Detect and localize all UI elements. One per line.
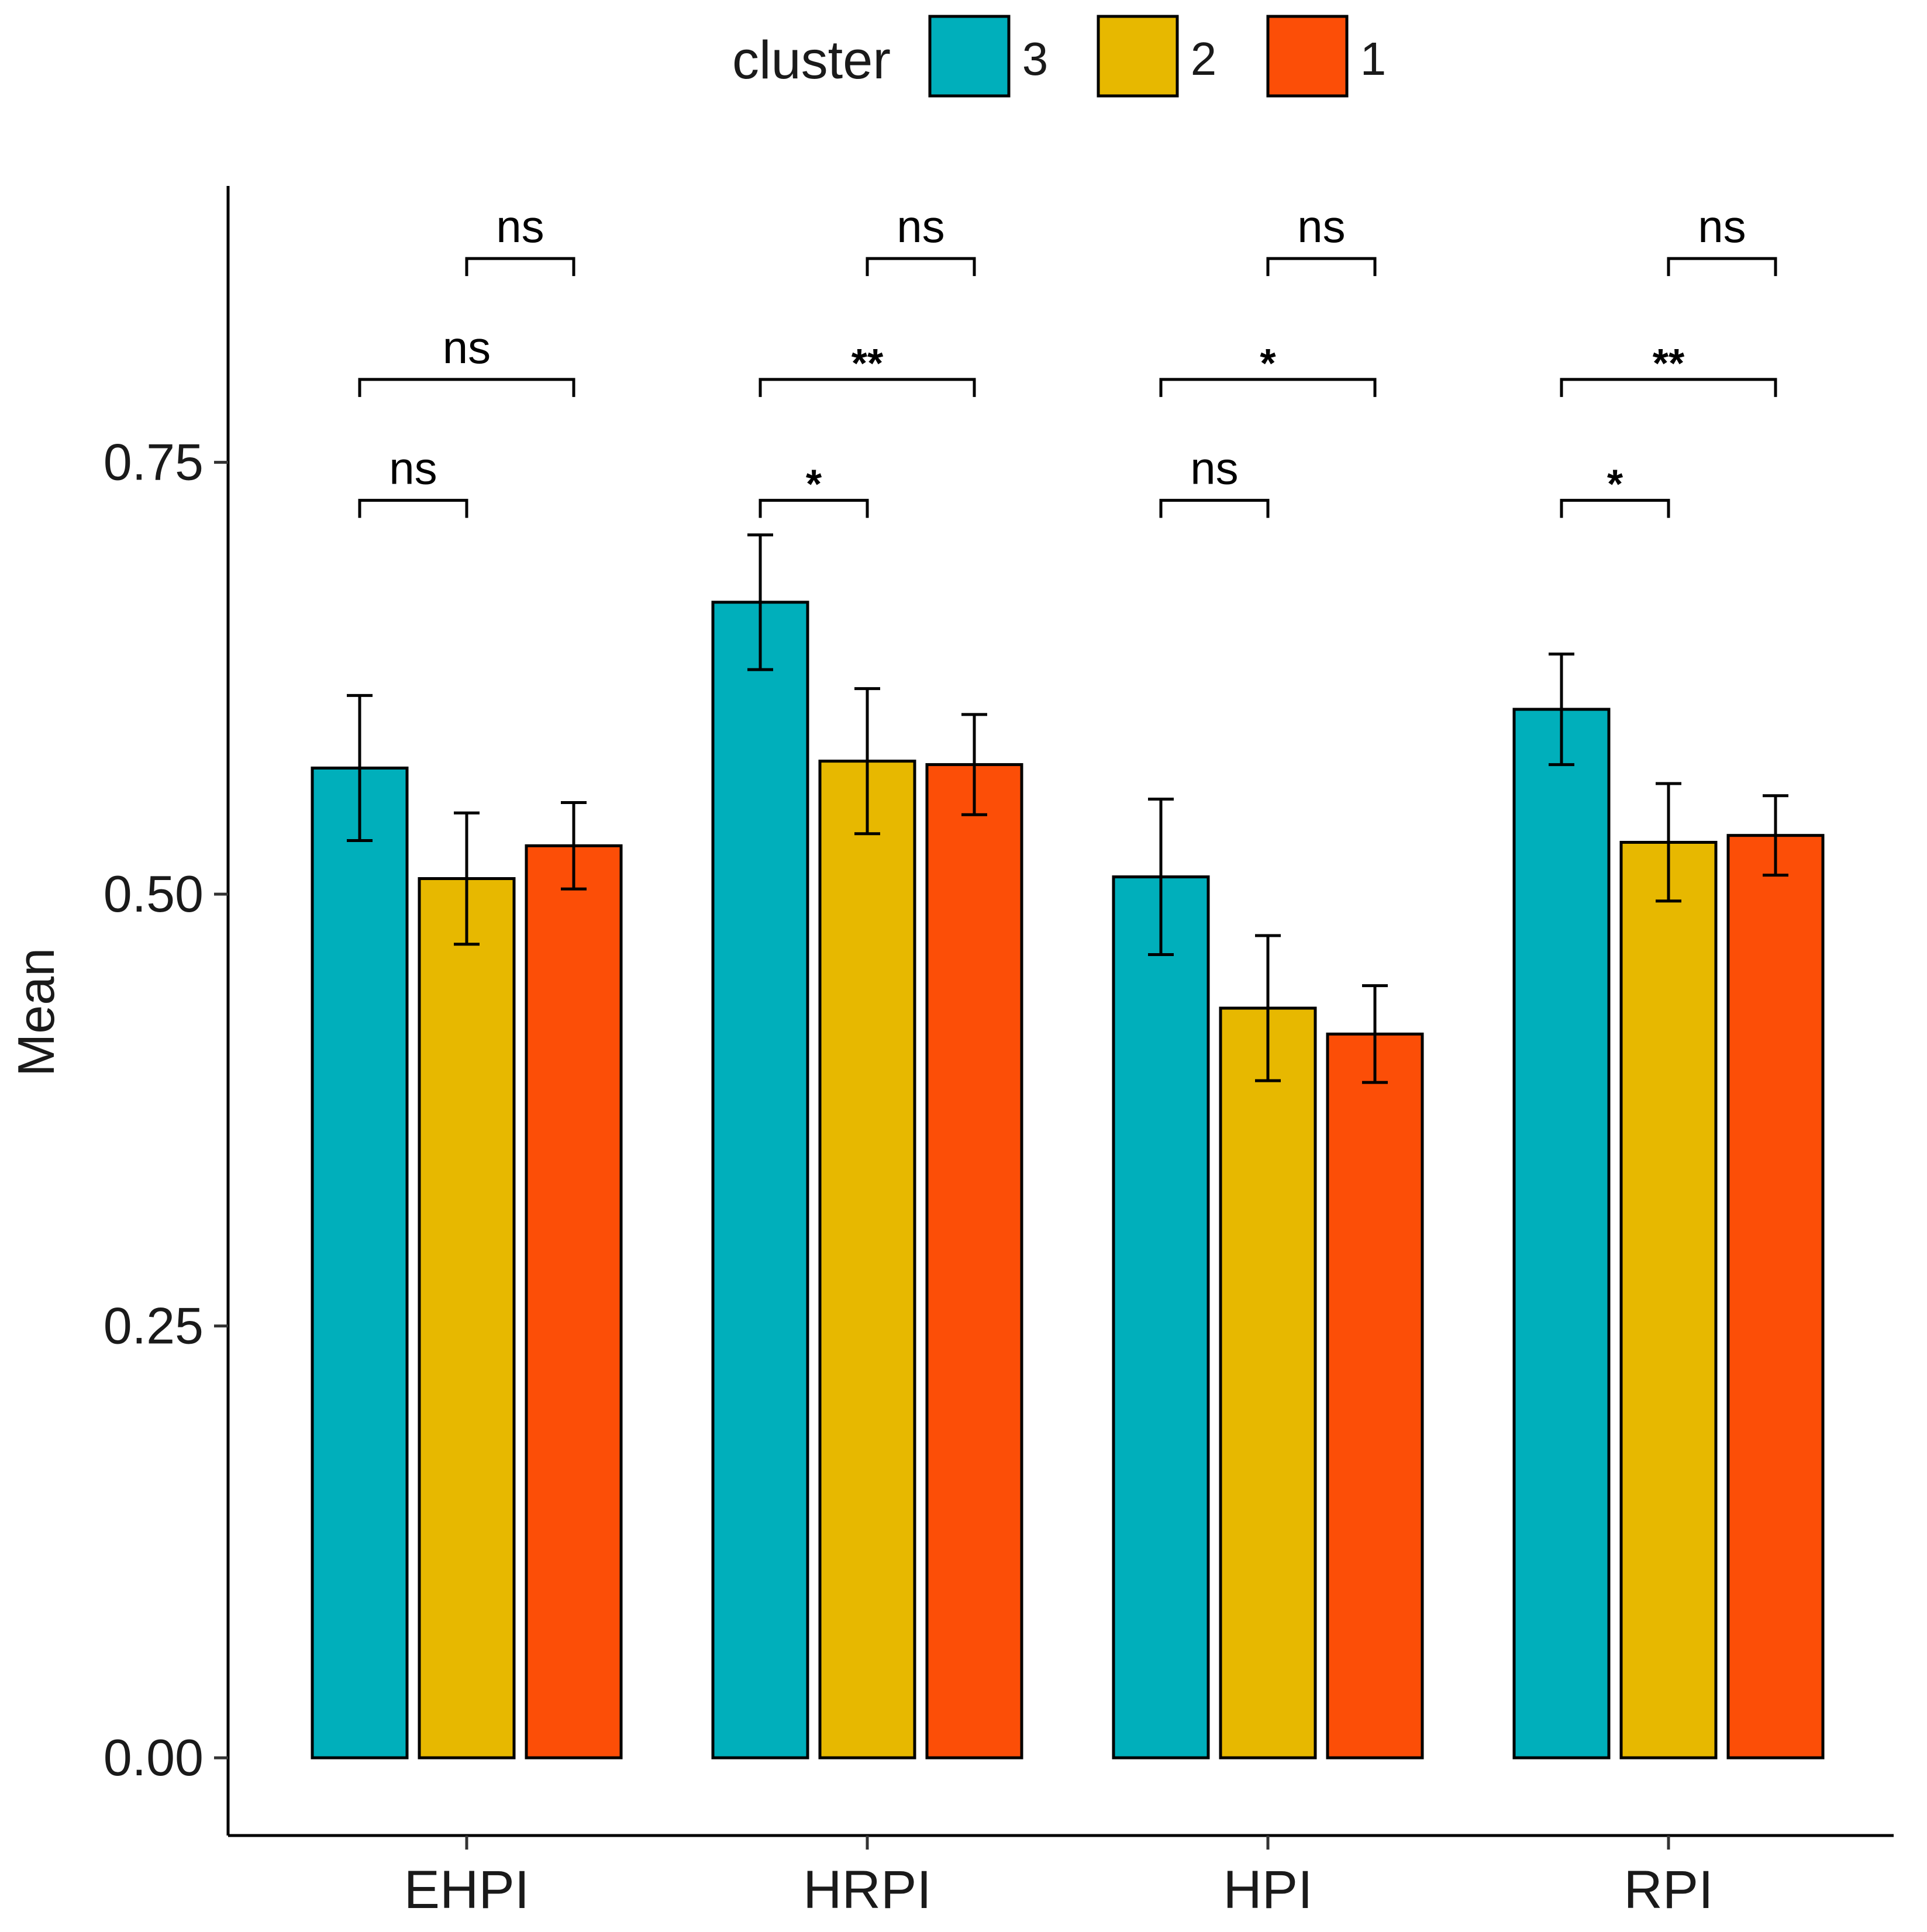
bar-hpi-cluster-2 — [1219, 1006, 1317, 1760]
y-tick-label: 0.75 — [104, 433, 204, 491]
bar-ehpi-cluster-2 — [418, 877, 516, 1760]
significance-label: ns — [1297, 201, 1345, 252]
significance-bracket: ns — [358, 443, 468, 518]
bracket-line — [866, 257, 976, 277]
bracket-line — [1159, 378, 1377, 397]
significance-bracket: ns — [866, 201, 976, 277]
legend-key — [928, 15, 1011, 98]
bracket-line — [1560, 378, 1777, 397]
bar-hrpi-cluster-1 — [925, 763, 1023, 1760]
bracket-line — [465, 257, 575, 277]
error-bar-hpi-cluster-3 — [1148, 798, 1174, 956]
significance-bracket: ns — [1159, 443, 1270, 518]
error-bar-hrpi-cluster-3 — [747, 533, 773, 671]
legend-item-cluster-3: 3 — [928, 15, 1049, 98]
bracket-line — [1560, 499, 1670, 518]
significance-bracket: ** — [759, 340, 976, 397]
significance-bracket: * — [1560, 461, 1670, 518]
bar-rpi-cluster-3 — [1512, 708, 1611, 1760]
significance-bracket: ns — [1667, 201, 1777, 277]
x-tick-label: RPI — [1623, 1860, 1713, 1920]
bracket-line — [358, 499, 468, 518]
bracket-line — [1159, 499, 1270, 518]
bar-ehpi-cluster-3 — [311, 766, 409, 1760]
bracket-line — [1266, 257, 1377, 277]
legend-label: 1 — [1360, 33, 1387, 85]
significance-label: ns — [496, 201, 544, 252]
bar-ehpi-cluster-1 — [525, 844, 623, 1760]
significance-bracket: ns — [358, 322, 575, 397]
error-bar-hrpi-cluster-1 — [961, 713, 987, 816]
bar-rpi-cluster-1 — [1726, 834, 1825, 1760]
error-bar-ehpi-cluster-1 — [561, 801, 587, 891]
y-tick-label: 0.00 — [104, 1729, 204, 1786]
error-bar-ehpi-cluster-2 — [454, 811, 480, 946]
error-bar-rpi-cluster-2 — [1656, 782, 1681, 903]
legend-item-cluster-1: 1 — [1266, 15, 1387, 98]
bar-hrpi-cluster-3 — [711, 601, 809, 1760]
x-tick-label: EHPI — [404, 1860, 530, 1920]
significance-bracket: ** — [1560, 340, 1777, 397]
y-tick-label: 0.50 — [104, 865, 204, 923]
y-axis-title: Mean — [7, 948, 65, 1077]
legend-title: cluster — [732, 30, 891, 90]
bars — [311, 601, 1825, 1760]
bar-hpi-cluster-1 — [1326, 1032, 1424, 1760]
error-bar-rpi-cluster-1 — [1763, 794, 1788, 877]
error-bar-hrpi-cluster-2 — [854, 687, 880, 836]
error-bar-rpi-cluster-3 — [1549, 653, 1574, 767]
significance-label: ns — [389, 443, 437, 494]
legend-item-cluster-2: 2 — [1097, 15, 1217, 98]
x-tick-label: HPI — [1223, 1860, 1312, 1920]
significance-label: ** — [852, 340, 884, 386]
significance-bracket: * — [759, 461, 869, 518]
significance-label: * — [1260, 340, 1276, 386]
legend-label: 3 — [1022, 33, 1049, 85]
bracket-line — [759, 499, 869, 518]
legend-key — [1266, 15, 1349, 98]
legend-key — [1097, 15, 1179, 98]
x-tick-label: HRPI — [803, 1860, 932, 1920]
bracket-line — [759, 378, 976, 397]
significance-bracket: ns — [465, 201, 575, 277]
bracket-line — [358, 378, 575, 397]
bar-hpi-cluster-3 — [1112, 875, 1210, 1760]
error-bars — [347, 533, 1788, 1084]
error-bar-ehpi-cluster-3 — [347, 694, 373, 843]
legend: cluster 3 2 1 — [732, 15, 1387, 98]
bracket-line — [1667, 257, 1777, 277]
significance-label: ** — [1653, 340, 1685, 386]
significance-bracket: ns — [1266, 201, 1377, 277]
bar-rpi-cluster-2 — [1619, 840, 1718, 1760]
significance-label: * — [806, 461, 822, 507]
significance-label: ns — [443, 322, 491, 373]
legend-label: 2 — [1191, 33, 1217, 85]
significance-label: * — [1607, 461, 1623, 507]
significance-label: ns — [897, 201, 944, 252]
error-bar-hpi-cluster-2 — [1255, 934, 1281, 1082]
axes: 0.00 0.25 0.50 0.75 EHPI HRPI HPI RPI — [104, 186, 1894, 1920]
significance-bracket: * — [1159, 340, 1377, 397]
y-tick-label: 0.25 — [104, 1297, 204, 1355]
significance-label: ns — [1698, 201, 1746, 252]
error-bar-hpi-cluster-1 — [1362, 984, 1388, 1084]
significance-label: ns — [1190, 443, 1238, 494]
bar-hrpi-cluster-2 — [818, 760, 916, 1760]
